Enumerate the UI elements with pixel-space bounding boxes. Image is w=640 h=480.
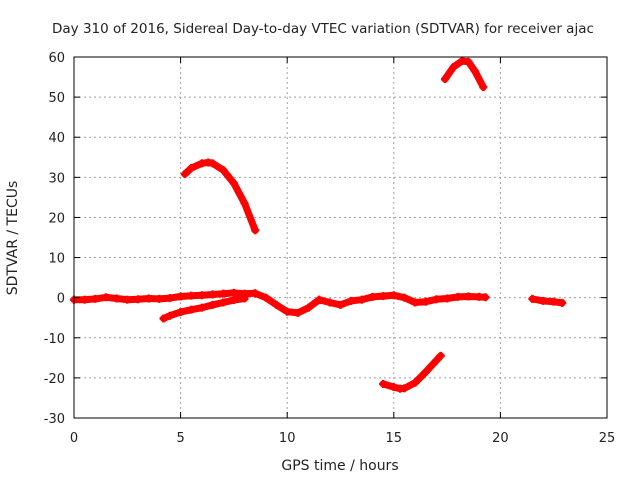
data-point [436,351,445,360]
data-point [453,292,462,301]
y-axis-label: SDTVAR / TECUs [5,181,21,296]
data-point [558,298,567,307]
data-point [389,383,398,392]
x-tick-label: 20 [492,431,509,446]
data-point [379,292,388,301]
series-arc-1 [181,159,259,234]
data-point [133,295,142,304]
data-point [229,179,238,188]
data-point [165,311,174,320]
data-point [481,293,490,302]
x-axis-label: GPS time / hours [281,458,398,474]
data-point [229,288,238,297]
data-point [261,293,270,302]
series-layer [70,57,567,393]
data-point [229,296,238,305]
data-point [336,300,345,309]
data-point [197,291,206,300]
data-point [176,308,185,317]
data-point [208,159,217,168]
data-point [379,379,388,388]
data-point [549,297,558,306]
y-tick-label: 50 [48,91,65,106]
y-tick-label: 30 [48,171,65,186]
data-point [101,293,110,302]
y-tick-label: -20 [44,372,65,387]
data-point [411,298,420,307]
data-point [208,300,217,309]
data-point [283,307,292,316]
data-point [464,292,473,301]
data-point [421,367,430,376]
data-point [325,298,334,307]
data-point [443,294,452,303]
x-tick-label: 25 [599,431,616,446]
y-tick-label: 40 [48,131,65,146]
data-point [272,300,281,309]
data-point [187,291,196,300]
data-point [155,294,164,303]
y-tick-labels: -30 -20 -10 0 10 20 30 40 50 60 [44,51,65,427]
data-point [421,297,430,306]
y-tick-label: 20 [48,211,65,226]
chart-title: Day 310 of 2016, Sidereal Day-to-day VTE… [52,21,594,37]
data-point [176,292,185,301]
y-tick-label: 60 [48,51,65,66]
data-point [251,289,260,298]
x-tick-labels: 0 5 10 15 20 25 [70,431,615,446]
data-point [219,166,228,175]
data-point [208,290,217,299]
x-tick-label: 10 [279,431,296,446]
series-late-segment [528,295,566,307]
data-point [357,295,366,304]
data-point [187,164,196,173]
data-point [464,57,473,66]
data-point [539,296,548,305]
data-point [449,63,458,72]
data-point [293,308,302,317]
data-point [197,303,206,312]
data-point [219,298,228,307]
plot-frame [73,56,608,419]
data-point [368,292,377,301]
y-tick-label: 0 [57,292,65,307]
series-main-trace [70,289,489,317]
data-point [389,291,398,300]
data-point [432,295,441,304]
data-point [251,226,260,235]
data-point [112,294,121,303]
x-tick-label: 5 [176,431,184,446]
data-point [400,384,409,393]
data-point [440,75,449,84]
data-point [80,295,89,304]
data-point [400,293,409,302]
data-point [240,294,249,303]
x-tick-label: 0 [70,431,78,446]
data-point [123,295,132,304]
x-tick-label: 15 [386,431,403,446]
tick-marks [73,56,608,419]
data-point [159,314,168,323]
series-arc-3 [441,57,487,91]
grid-lines [74,57,607,418]
data-point [144,294,153,303]
y-tick-label: -30 [44,412,65,427]
data-point [470,67,479,76]
data-point [304,303,313,312]
data-point [187,305,196,314]
data-point [479,83,488,92]
data-point [528,294,537,303]
data-point [240,199,249,208]
data-point [315,295,324,304]
y-tick-label: -10 [44,332,65,347]
data-point [180,170,189,179]
data-point [219,289,228,298]
data-point [91,294,100,303]
data-point [165,294,174,303]
y-tick-label: 10 [48,252,65,267]
data-point [411,378,420,387]
data-point [347,296,356,305]
